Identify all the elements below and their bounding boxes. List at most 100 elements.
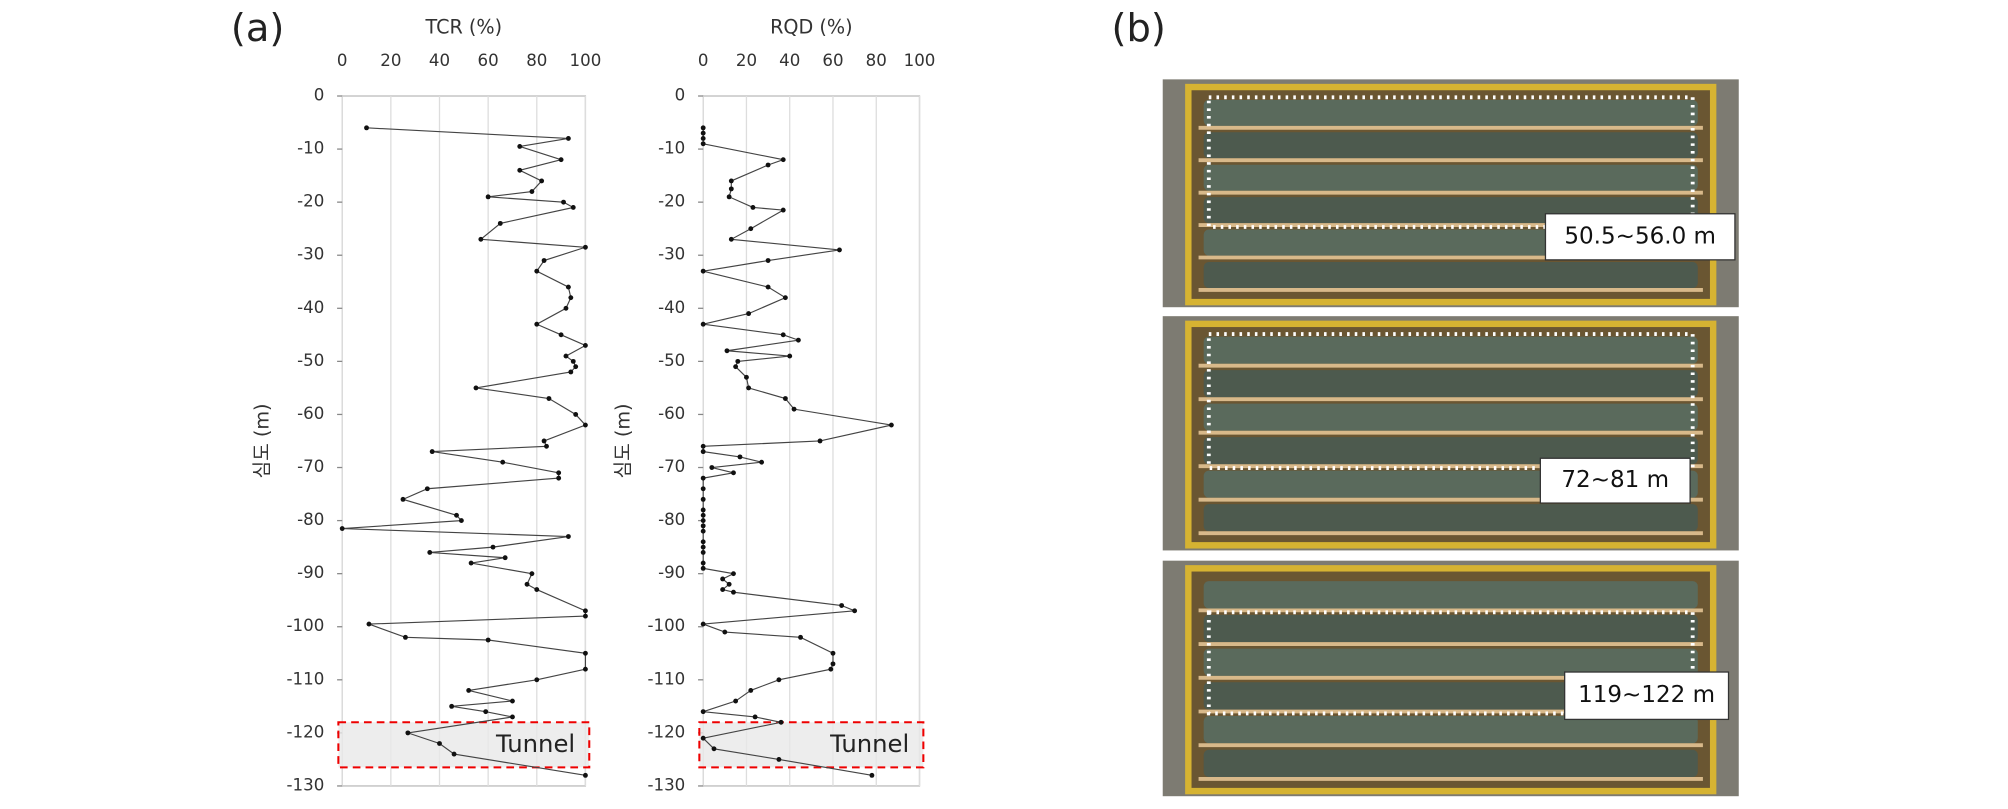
data-point	[724, 348, 730, 354]
core-row	[1203, 648, 1698, 676]
data-point	[544, 443, 549, 449]
data-point	[765, 258, 771, 263]
data-point	[541, 438, 547, 444]
panel-label: (a)	[231, 6, 284, 51]
tunnel-zone	[337, 721, 591, 769]
core-row	[1203, 336, 1698, 364]
data-point	[546, 396, 552, 401]
data-point	[563, 305, 569, 311]
y-tick-label: -60	[297, 404, 324, 423]
data-point	[700, 523, 706, 529]
data-point	[830, 650, 836, 656]
core-row	[1203, 715, 1698, 744]
data-point	[737, 454, 743, 460]
data-point	[582, 772, 588, 778]
x-tick-label: 60	[478, 51, 499, 70]
y-tick-label: -70	[297, 457, 324, 476]
y-tick-label: -10	[658, 139, 685, 158]
y-tick-label: -40	[297, 298, 324, 317]
data-point	[700, 560, 706, 566]
data-point	[776, 756, 782, 762]
y-tick-label: -40	[658, 298, 685, 317]
selection-outline	[1206, 332, 1695, 470]
data-point	[510, 698, 515, 704]
data-point	[582, 650, 588, 656]
data-point	[565, 284, 571, 290]
y-tick-label: 0	[675, 86, 686, 105]
x-tick-label: 20	[736, 51, 757, 70]
data-point	[731, 589, 736, 595]
data-point	[733, 698, 739, 704]
data-point	[700, 512, 706, 518]
x-tick-label: 40	[779, 51, 800, 70]
y-tick-label: -80	[658, 510, 685, 529]
data-point	[458, 518, 464, 524]
data-point	[473, 385, 479, 391]
data-point	[700, 496, 706, 502]
y-tick-label: -20	[658, 192, 685, 211]
data-point	[497, 220, 503, 226]
x-tick-label: 40	[429, 51, 450, 70]
y-tick-label: -120	[648, 722, 686, 741]
data-point	[529, 571, 535, 577]
data-point	[568, 295, 574, 301]
data-line	[702, 127, 892, 776]
data-point	[728, 186, 734, 192]
data-point	[776, 677, 782, 683]
data-point	[468, 560, 474, 566]
data-point	[485, 637, 491, 643]
y-tick-label: -100	[648, 616, 686, 635]
data-point	[534, 268, 540, 274]
y-axis-label: 심도 (m)	[250, 403, 273, 478]
data-point	[561, 199, 566, 205]
data-point	[759, 459, 765, 465]
y-tick-label: -30	[658, 245, 685, 264]
data-point	[731, 470, 736, 476]
tunnel-zone	[698, 721, 925, 769]
core-row	[1203, 749, 1698, 777]
data-point	[582, 666, 588, 672]
data-point	[778, 719, 784, 725]
data-point	[565, 136, 571, 141]
data-point	[746, 385, 752, 391]
core-row	[1203, 370, 1698, 398]
y-tick-label: -90	[658, 563, 685, 582]
core-row	[1203, 261, 1698, 289]
data-point	[700, 518, 706, 524]
data-point	[709, 465, 715, 470]
x-tick-label: 100	[904, 51, 936, 70]
data-point	[795, 337, 801, 343]
y-tick-label: -110	[648, 669, 686, 688]
data-point	[888, 422, 894, 428]
chart-title: RQD (%)	[770, 16, 853, 39]
data-point	[728, 236, 734, 242]
data-point	[565, 534, 571, 539]
data-point	[700, 486, 706, 492]
data-point	[830, 661, 836, 667]
y-tick-label: -120	[287, 722, 325, 741]
data-point	[700, 528, 706, 534]
data-point	[570, 205, 576, 210]
y-tick-label: -100	[287, 616, 325, 635]
data-point	[700, 125, 706, 131]
x-tick-label: 80	[866, 51, 887, 70]
data-point	[451, 751, 457, 757]
data-point	[780, 332, 786, 338]
data-point	[852, 608, 858, 614]
tunnel-label: Tunnel	[495, 729, 575, 758]
core-row	[1203, 581, 1698, 609]
core-row	[1203, 403, 1698, 431]
x-tick-label: 0	[337, 51, 348, 70]
data-point	[424, 486, 430, 492]
depth-label-box	[1544, 213, 1736, 261]
data-point	[837, 247, 842, 253]
data-point	[711, 746, 717, 752]
y-tick-label: -130	[648, 775, 686, 794]
data-point	[568, 369, 574, 375]
data-point	[817, 438, 823, 444]
data-point	[582, 608, 588, 614]
data-point	[700, 544, 706, 550]
data-point	[539, 178, 545, 184]
data-point	[700, 621, 706, 627]
y-tick-label: -10	[297, 139, 324, 158]
